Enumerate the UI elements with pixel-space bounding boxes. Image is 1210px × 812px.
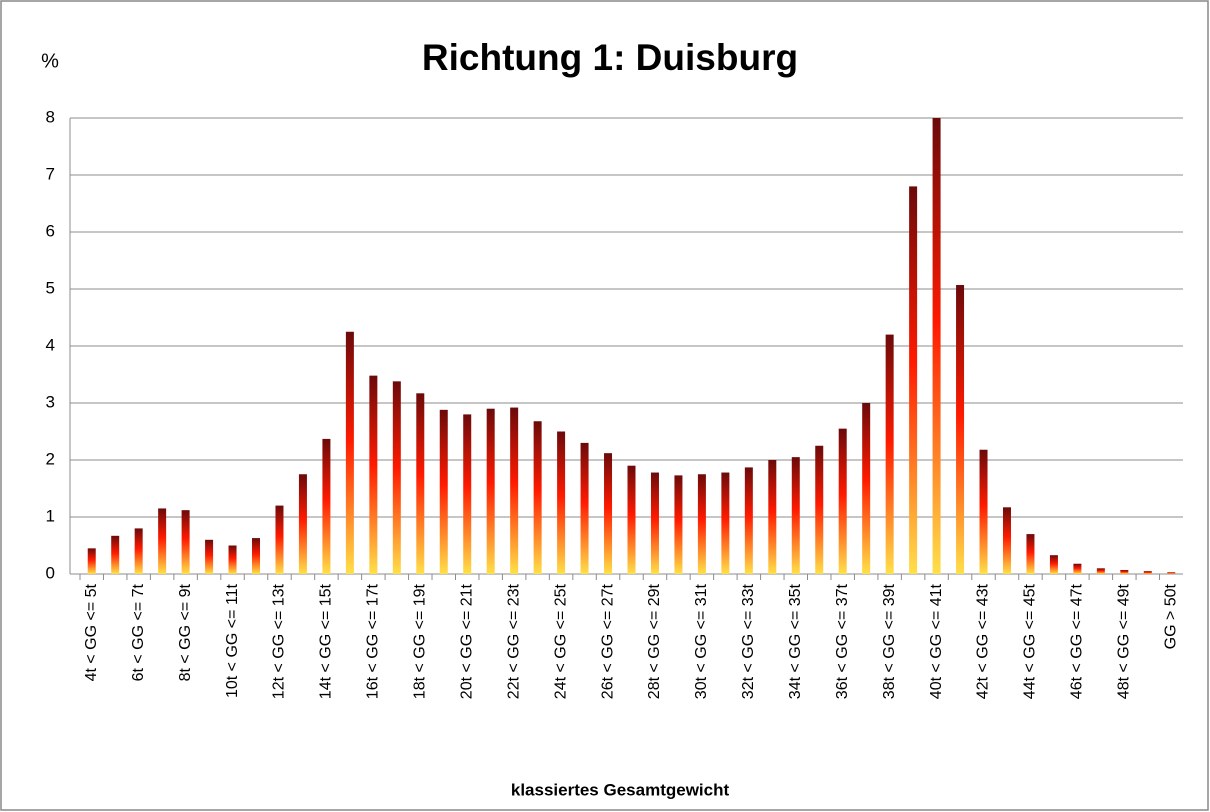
x-tick-label: 34t < GG <= 35t (787, 583, 804, 699)
bar (721, 472, 730, 574)
y-tick-label: 5 (46, 278, 55, 297)
bar (1143, 571, 1152, 574)
y-tick-label: 2 (46, 449, 55, 468)
x-tick-label: 28t < GG <= 29t (646, 583, 663, 699)
bar (627, 465, 636, 574)
x-tick-label: 36t < GG <= 37t (834, 583, 851, 699)
y-tick-label: 0 (46, 563, 55, 582)
x-tick-label: 46t < GG <= 47t (1069, 583, 1086, 699)
bar (815, 445, 824, 574)
y-axis-label: % (41, 50, 59, 72)
bar (885, 334, 894, 574)
bar (979, 449, 988, 574)
bar (486, 408, 495, 574)
bar (838, 428, 847, 574)
bar (298, 474, 307, 574)
x-tick-label: 24t < GG <= 25t (552, 583, 569, 699)
x-tick-label: 30t < GG <= 31t (693, 583, 710, 699)
bar (533, 421, 542, 574)
x-axis-label: klassiertes Gesamtgewicht (511, 780, 730, 799)
bar (580, 442, 589, 574)
bar (134, 528, 143, 574)
bar (1026, 534, 1035, 574)
x-tick-label: 16t < GG <= 17t (365, 583, 382, 699)
bar (604, 453, 613, 574)
x-tick-label: 4t < GG <= 5t (83, 583, 100, 681)
bar (674, 475, 683, 574)
chart-title: Richtung 1: Duisburg (422, 37, 798, 78)
bar (1049, 555, 1058, 574)
bar (650, 472, 659, 574)
bar (87, 548, 96, 574)
bar (111, 535, 120, 574)
x-tick-label: 22t < GG <= 23t (505, 583, 522, 699)
x-tick-label: 48t < GG <= 49t (1116, 583, 1133, 699)
y-tick-label: 8 (46, 107, 55, 126)
bar (791, 457, 800, 574)
y-tick-label: 6 (46, 221, 55, 240)
bar (158, 508, 167, 574)
bar (909, 186, 918, 574)
bar (205, 539, 214, 574)
x-tick-label: 18t < GG <= 19t (412, 583, 429, 699)
bar (932, 118, 941, 574)
bar (416, 393, 425, 574)
bar (862, 403, 871, 574)
bar (1073, 563, 1082, 574)
bar (275, 505, 284, 574)
y-tick-label: 4 (46, 335, 55, 354)
bar (1167, 572, 1176, 574)
bar (181, 510, 190, 574)
bar (369, 375, 378, 574)
bar (510, 407, 519, 574)
bar (557, 431, 566, 574)
x-tick-label: 10t < GG <= 11t (224, 583, 241, 698)
bar (956, 285, 965, 574)
bar (439, 409, 448, 574)
bar (463, 414, 472, 574)
x-tick-label: 14t < GG <= 15t (318, 583, 335, 699)
bar (768, 460, 777, 574)
x-tick-label: GG > 50t (1162, 583, 1179, 649)
bar (1096, 568, 1105, 574)
bar (228, 545, 237, 574)
bar (252, 538, 261, 574)
x-tick-label: 40t < GG <= 41t (928, 583, 945, 699)
bar (744, 467, 753, 574)
y-tick-label: 7 (46, 164, 55, 183)
x-tick-label: 8t < GG <= 9t (177, 583, 194, 681)
x-tick-label: 20t < GG <= 21t (458, 583, 475, 699)
bar (322, 438, 331, 574)
y-tick-label: 1 (46, 506, 55, 525)
bar (697, 474, 706, 574)
x-tick-label: 32t < GG <= 33t (740, 583, 757, 699)
bar (1120, 570, 1129, 574)
bar (392, 381, 401, 574)
x-tick-label: 42t < GG <= 43t (975, 583, 992, 699)
y-tick-label: 3 (46, 392, 55, 411)
bar (345, 331, 354, 574)
x-tick-label: 38t < GG <= 39t (881, 583, 898, 699)
x-tick-label: 44t < GG <= 45t (1022, 583, 1039, 699)
x-tick-label: 6t < GG <= 7t (130, 583, 147, 681)
bar (1002, 507, 1011, 574)
x-tick-label: 26t < GG <= 27t (599, 583, 616, 699)
x-tick-label: 12t < GG <= 13t (271, 583, 288, 699)
